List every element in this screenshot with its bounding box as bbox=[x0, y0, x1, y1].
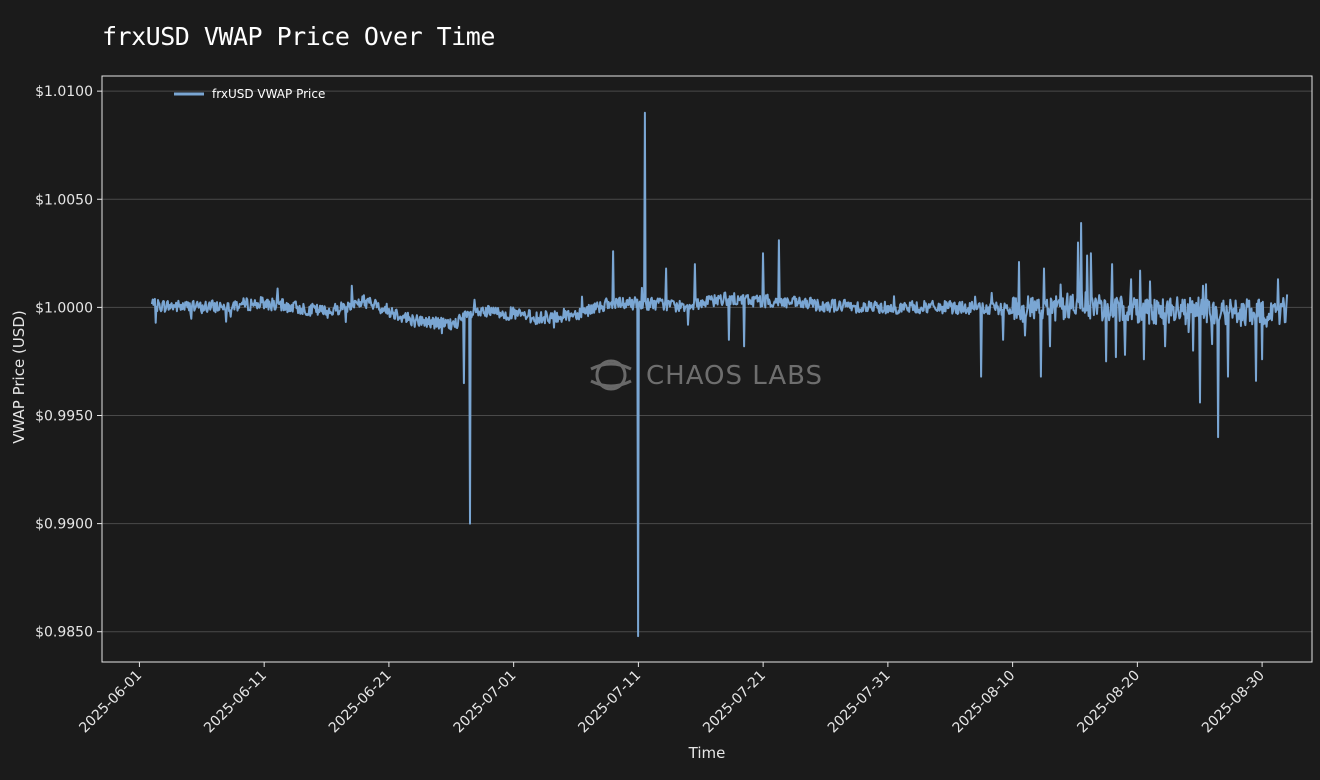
axes bbox=[101, 75, 1313, 663]
x-axis-ticks: 2025-06-01 2025-06-11 2025-06-21 2025-07-01… bbox=[76, 662, 1268, 736]
y-tick-label: $0.9850 bbox=[35, 625, 93, 641]
x-tick-label: 2025-08-20 bbox=[1074, 668, 1143, 737]
watermark: CHAOS LABS bbox=[590, 359, 823, 391]
x-tick-label: 2025-06-21 bbox=[326, 668, 395, 737]
x-tick-label: 2025-07-01 bbox=[451, 668, 520, 737]
y-axis-ticks: $0.9850 $0.9900 $0.9950 $1.0000 $1.0050 $1.01… bbox=[35, 84, 102, 641]
series-line bbox=[150, 111, 1289, 638]
legend: frxUSD VWAP Price bbox=[174, 87, 325, 101]
x-tick-label: 2025-06-01 bbox=[76, 668, 145, 737]
y-tick-label: $0.9900 bbox=[35, 517, 93, 533]
x-tick-label: 2025-07-21 bbox=[700, 668, 769, 737]
x-axis-title: Time bbox=[688, 744, 726, 762]
chaos-labs-logo-icon bbox=[590, 359, 632, 391]
x-tick-label: 2025-06-11 bbox=[201, 668, 270, 737]
legend-label: frxUSD VWAP Price bbox=[212, 87, 325, 101]
y-tick-label: $1.0050 bbox=[35, 192, 93, 208]
watermark-text: CHAOS LABS bbox=[646, 361, 823, 391]
y-axis-title: VWAP Price (USD) bbox=[10, 310, 28, 443]
x-tick-label: 2025-08-30 bbox=[1199, 668, 1268, 737]
y-tick-label: $0.9950 bbox=[35, 408, 93, 424]
x-tick-label: 2025-07-31 bbox=[825, 668, 894, 737]
plot-frame bbox=[101, 75, 1313, 663]
x-tick-label: 2025-08-10 bbox=[950, 668, 1019, 737]
x-tick-label: 2025-07-11 bbox=[575, 668, 644, 737]
y-tick-label: $1.0100 bbox=[35, 84, 93, 100]
chart-title: frxUSD VWAP Price Over Time bbox=[102, 22, 495, 51]
y-tick-label: $1.0000 bbox=[35, 300, 93, 316]
series-layer bbox=[150, 111, 1289, 638]
